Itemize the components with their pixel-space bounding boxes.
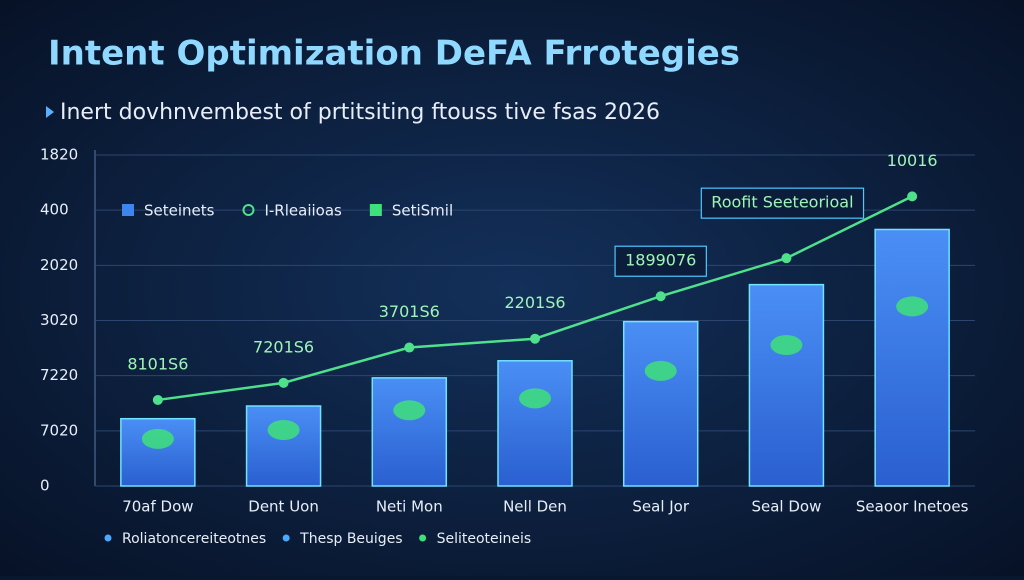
subtitle-icon xyxy=(46,106,54,118)
point-label: 2201S6 xyxy=(504,293,565,312)
bar-glow xyxy=(393,400,426,421)
line-point xyxy=(655,291,666,302)
x-tick-label: Seal Dow xyxy=(751,498,821,516)
y-tick-label: 7020 xyxy=(40,421,78,439)
bar-glow xyxy=(267,420,300,441)
line-point xyxy=(404,342,415,353)
bar xyxy=(245,405,322,487)
line-point xyxy=(907,191,918,202)
y-tick-label: 0 xyxy=(40,477,50,495)
line-point xyxy=(152,394,163,405)
line-point xyxy=(278,377,289,388)
legend-label: I-Rleaiioas xyxy=(264,202,342,220)
point-label: 7201S6 xyxy=(253,337,314,356)
label-box xyxy=(614,245,707,277)
point-label: 10016 xyxy=(887,151,938,170)
point-label: 1899076 xyxy=(625,251,696,270)
y-tick-label: 3020 xyxy=(40,311,78,329)
footer-legend-label: Thesp Beuiges xyxy=(299,531,402,547)
x-tick-label: Seaoor Inetoes xyxy=(856,498,969,516)
legend-label: SetiSmil xyxy=(392,202,453,220)
y-tick-label: 1820 xyxy=(40,146,78,164)
bar-glow xyxy=(896,296,929,317)
x-tick-label: Dent Uon xyxy=(248,498,319,516)
y-tick-label: 2020 xyxy=(40,256,78,274)
legend-label: Seteinets xyxy=(144,202,215,220)
x-tick-label: 70af Dow xyxy=(122,498,193,516)
bar xyxy=(497,360,573,487)
bar xyxy=(874,228,950,487)
label-box xyxy=(700,187,865,219)
footer-legend-label: Roliatoncereiteotnes xyxy=(122,531,266,547)
bar xyxy=(622,320,699,487)
point-label: 8101S6 xyxy=(127,354,188,373)
y-tick-label: 400 xyxy=(40,201,69,219)
legend-swatch xyxy=(122,204,134,216)
line-point xyxy=(781,253,792,264)
bar xyxy=(371,377,448,487)
y-tick-label: 7220 xyxy=(40,366,78,384)
bar-glow xyxy=(644,360,677,381)
x-tick-label: Neti Mon xyxy=(376,498,443,516)
bar xyxy=(120,417,196,487)
bar-glow xyxy=(770,335,803,356)
point-label: 3701S6 xyxy=(379,302,440,321)
legend-swatch xyxy=(369,204,382,216)
bar xyxy=(748,283,825,487)
bar-glow xyxy=(519,388,551,409)
footer-legend-marker xyxy=(419,534,427,542)
footer-legend-marker xyxy=(282,534,290,542)
chart-subtitle: Inert dovhnvembest of prtitsiting ftouss… xyxy=(60,100,660,125)
footer-legend-marker xyxy=(104,534,112,542)
footer-legend-label: Seliteoteineis xyxy=(437,531,532,547)
legend-swatch xyxy=(242,204,255,216)
point-label: Roofit Seeteorioal xyxy=(711,193,853,212)
bar-glow xyxy=(141,428,174,449)
line-point xyxy=(530,333,540,344)
chart-title: Intent Optimization DeFA Frrotegies xyxy=(48,34,740,74)
x-tick-label: Seal Jor xyxy=(632,498,689,516)
x-tick-label: Nell Den xyxy=(503,498,567,516)
